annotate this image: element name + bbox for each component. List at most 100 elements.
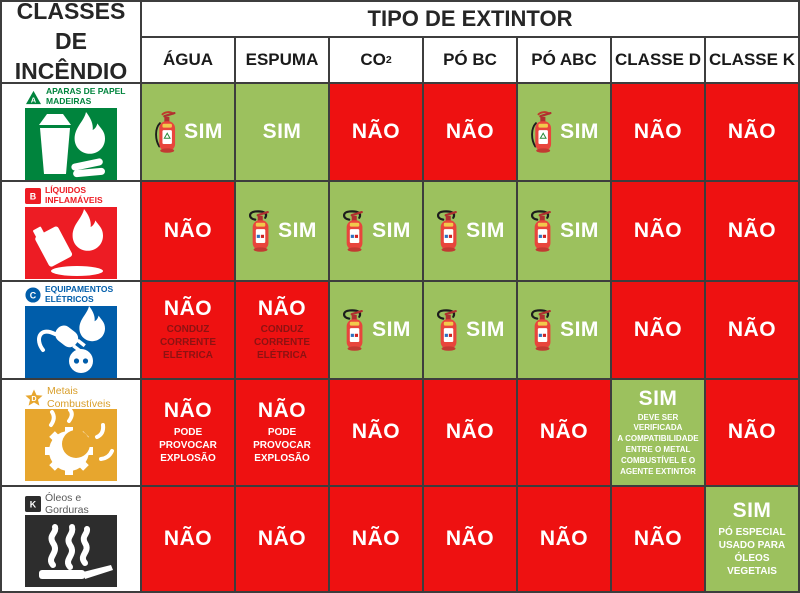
classes-header-cell: CLASSES DE INCÊNDIO [2,2,142,84]
svg-text:D: D [31,394,36,403]
cell-c-classe-k: NÃO [706,282,800,380]
fire-extinguisher-icon [153,104,182,160]
cell-answer: NÃO [633,218,683,242]
cell-c-agua: NÃO CONDUZ CORRENTE ELÉTRICA [142,282,236,380]
cell-a-classe-d: NÃO [612,84,706,182]
cell-k-classe-d: NÃO [612,487,706,593]
cell-answer: NÃO [727,420,777,444]
column-label: CLASSE D [615,50,701,69]
cell-answer: NÃO [633,526,683,550]
column-header-po-bc: PÓ BC [424,38,518,84]
class-c-pictogram-icon [25,306,117,378]
column-label-sub: 2 [385,54,392,66]
fire-extinguisher-icon [341,203,370,259]
cell-note: CONDUZ CORRENTE ELÉTRICA [159,324,217,362]
column-header-co2: CO 2 [330,38,424,84]
cell-c-po-abc: SIM [518,282,612,380]
cell-answer: NÃO [727,317,777,341]
column-label: PÓ BC [443,50,497,69]
class-d-pictogram-icon [25,408,117,481]
column-header-classe-d: CLASSE D [612,38,706,84]
cell-answer: NÃO [351,119,401,143]
cell-a-espuma: SIM [236,84,330,182]
cell-answer: NÃO [539,420,589,444]
class-d-row-header: D Metais Combustíveis [2,380,142,487]
cell-d-co2: NÃO [330,380,424,487]
svg-text:A: A [31,95,37,104]
class-c-row-header: C EQUIPAMENTOS ELÉTRICOS [2,282,142,380]
column-label: CLASSE K [709,50,795,69]
svg-text:C: C [30,290,37,300]
fire-extinguisher-icon [435,302,464,358]
cell-a-classe-k: NÃO [706,84,800,182]
class-k-name: Óleos e Gorduras [45,491,89,516]
class-a-name: APARAS DE PAPEL MADEIRAS [46,86,126,106]
classes-header-title: CLASSES DE INCÊNDIO [14,2,128,84]
cell-a-po-bc: NÃO [424,84,518,182]
cell-b-classe-k: NÃO [706,182,800,282]
cell-d-classe-d: SIM DEVE SER VERIFICADA A COMPATIBILIDADE E… [612,380,706,487]
cell-b-classe-d: NÃO [612,182,706,282]
cell-k-po-bc: NÃO [424,487,518,593]
class-k-row-header: K Óleos e Gorduras [2,487,142,593]
cell-answer: NÃO [445,420,495,444]
cell-answer: SIM [466,317,505,341]
cell-answer: NÃO [445,119,495,143]
class-a-row-header: A APARAS DE PAPEL MADEIRAS [2,84,142,182]
cell-answer: SIM [372,218,411,242]
cell-d-po-bc: NÃO [424,380,518,487]
cell-b-po-abc: SIM [518,182,612,282]
class-c-title: C EQUIPAMENTOS ELÉTRICOS [25,284,117,305]
cell-note: DEVE SER VERIFICADA A COMPATIBILIDADE ENTR… [617,412,699,476]
column-header-espuma: ESPUMA [236,38,330,84]
column-label: ÁGUA [162,50,214,69]
cell-b-po-bc: SIM [424,182,518,282]
cell-d-espuma: NÃO PODE PROVOCAR EXPLOSÃO [236,380,330,487]
cell-note: PODE PROVOCAR EXPLOSÃO [253,426,311,464]
cell-note: PODE PROVOCAR EXPLOSÃO [159,426,217,464]
cell-a-co2: NÃO [330,84,424,182]
cell-answer: NÃO [727,119,777,143]
fire-extinguisher-icon [435,203,464,259]
tipo-extintor-title: TIPO DE EXTINTOR [367,6,573,31]
svg-text:K: K [30,499,37,509]
class-k-title: K Óleos e Gorduras [25,491,117,516]
cell-answer: NÃO [351,526,401,550]
cell-answer: NÃO [539,526,589,550]
class-a-badge-icon: A [25,90,42,105]
class-b-badge-icon: B [25,188,41,204]
cell-a-po-abc: SIM [518,84,612,182]
cell-answer: SIM [466,218,505,242]
class-a-pictogram-icon [25,108,117,180]
cell-answer: NÃO [633,119,683,143]
cell-d-po-abc: NÃO [518,380,612,487]
cell-d-classe-k: NÃO [706,380,800,487]
cell-answer: SIM [560,119,599,143]
cell-k-agua: NÃO [142,487,236,593]
class-b-pictogram-icon [25,207,117,279]
cell-answer: NÃO [257,399,307,423]
cell-k-classe-k: SIM PÓ ESPECIAL USADO PARA ÓLEOS VEGETAIS [706,487,800,593]
cell-answer: NÃO [163,218,213,242]
cell-answer: NÃO [163,526,213,550]
cell-answer: SIM [560,317,599,341]
class-a-title: A APARAS DE PAPEL MADEIRAS [25,86,126,107]
fire-extinguisher-icon [529,104,558,160]
cell-answer: NÃO [257,296,307,320]
cell-c-po-bc: SIM [424,282,518,380]
cell-answer: NÃO [445,526,495,550]
class-c-badge-icon: C [25,287,41,303]
cell-b-espuma: SIM [236,182,330,282]
cell-c-co2: SIM [330,282,424,380]
cell-c-classe-d: NÃO [612,282,706,380]
fire-extinguisher-icon [529,203,558,259]
class-b-title: B LÍQUIDOS INFLAMÁVEIS [25,185,117,206]
class-c-name: EQUIPAMENTOS ELÉTRICOS [45,284,114,304]
cell-d-agua: NÃO PODE PROVOCAR EXPLOSÃO [142,380,236,487]
svg-text:B: B [30,191,36,201]
class-b-row-header: B LÍQUIDOS INFLAMÁVEIS [2,182,142,282]
cell-note: CONDUZ CORRENTE ELÉTRICA [253,324,311,362]
cell-a-agua: SIM [142,84,236,182]
cell-b-co2: SIM [330,182,424,282]
